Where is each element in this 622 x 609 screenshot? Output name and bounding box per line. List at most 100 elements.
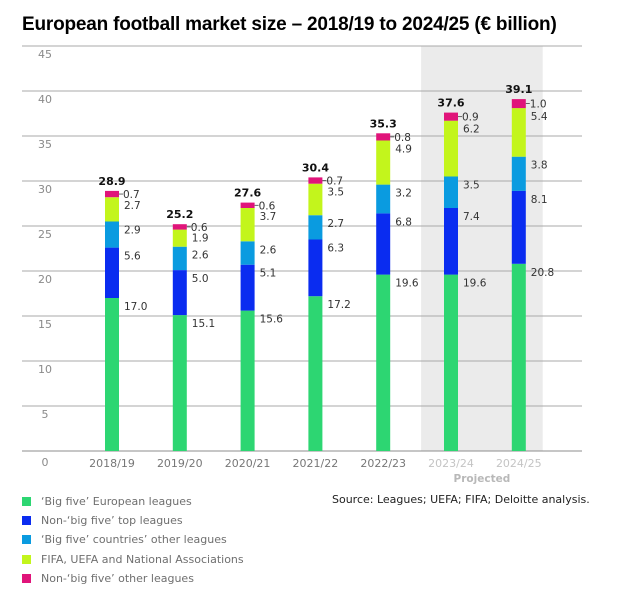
- segment-value-label: 2.7: [124, 200, 141, 212]
- segment-value-label: 6.8: [395, 216, 412, 228]
- bar-segment: [376, 184, 391, 214]
- total-value-label: 30.4: [302, 161, 329, 174]
- bar-segment: [105, 221, 119, 248]
- segment-value-label: 19.6: [463, 278, 487, 290]
- segment-value-label: 5.1: [260, 268, 277, 280]
- bar-segment: [240, 264, 255, 311]
- segment-value-label: 0.8: [394, 132, 411, 144]
- total-value-label: 25.2: [166, 208, 193, 221]
- total-value-label: 27.6: [234, 187, 261, 200]
- bar-segment: [172, 229, 187, 247]
- segment-value-label: 0.6: [191, 222, 208, 234]
- segment-value-label: 3.2: [395, 188, 412, 200]
- segment-value-label: 0.7: [123, 189, 140, 201]
- legend-swatch: [22, 554, 31, 564]
- segment-value-label: 17.2: [327, 299, 350, 311]
- y-tick-label: 0: [42, 456, 49, 469]
- segment-value-label: 6.2: [463, 124, 480, 136]
- segment-value-label: 5.4: [531, 111, 548, 123]
- y-tick-label: 10: [38, 363, 52, 376]
- bar-segment: [444, 120, 458, 177]
- bar-segment: [444, 176, 458, 208]
- legend: ‘Big five’ European leagues Non-‘big five…: [22, 492, 244, 588]
- bar-segment: [511, 263, 526, 451]
- source-note: Source: Leagues; UEFA; FIFA; Deloitte an…: [332, 493, 590, 506]
- segment-value-label: 1.9: [192, 233, 209, 245]
- y-tick-label: 15: [38, 318, 52, 331]
- bar-segment: [308, 239, 323, 297]
- bar-segment: [172, 246, 187, 271]
- segment-value-label: 3.5: [327, 187, 344, 199]
- bar-segment: [105, 197, 119, 222]
- bar-segment: [172, 270, 187, 316]
- y-tick-label: 40: [38, 93, 52, 106]
- legend-label: Non-‘big five’ top leagues: [41, 514, 183, 528]
- segment-value-label: 2.7: [327, 218, 344, 230]
- x-category-label: 2022/23: [360, 457, 406, 470]
- total-value-label: 39.1: [505, 83, 532, 96]
- bar-segment: [105, 190, 119, 198]
- legend-swatch: [22, 516, 31, 526]
- bar-segment: [511, 108, 526, 157]
- segment-value-label: 20.8: [531, 267, 554, 279]
- y-tick-label: 5: [42, 408, 49, 421]
- segment-value-label: 8.1: [531, 194, 548, 206]
- segment-value-label: 0.7: [326, 176, 343, 188]
- legend-swatch: [22, 497, 31, 507]
- bar-segment: [308, 215, 323, 240]
- segment-value-label: 15.6: [260, 314, 284, 326]
- x-category-label: 2019/20: [157, 457, 203, 470]
- bar-segment: [444, 112, 458, 121]
- legend-item: Non-‘big five’ top leagues: [22, 511, 244, 530]
- bar-segment: [376, 213, 391, 275]
- bar-segment: [172, 315, 187, 451]
- segment-value-label: 19.6: [395, 278, 419, 290]
- bar-segment: [308, 296, 323, 451]
- segment-value-label: 0.6: [259, 200, 276, 212]
- legend-swatch: [22, 573, 31, 583]
- legend-item: ‘Big five’ European leagues: [22, 492, 244, 511]
- bar-segment: [376, 133, 391, 141]
- total-value-label: 35.3: [370, 117, 397, 130]
- bar-segment: [240, 241, 255, 265]
- projected-label: Projected: [454, 473, 511, 485]
- y-tick-label: 45: [38, 48, 52, 61]
- segment-value-label: 2.9: [124, 225, 141, 237]
- bar-segment: [511, 190, 526, 264]
- bar-segment: [511, 156, 526, 191]
- segment-value-label: 6.3: [327, 243, 344, 255]
- segment-value-label: 2.6: [192, 250, 209, 262]
- legend-label: ‘Big five’ European leagues: [41, 495, 192, 509]
- x-category-label: 2020/21: [225, 457, 271, 470]
- bar-segment: [376, 274, 391, 451]
- bar-segment: [172, 224, 187, 230]
- x-category-label: 2018/19: [89, 457, 135, 470]
- segment-value-label: 3.5: [463, 180, 480, 192]
- segment-value-label: 2.6: [260, 244, 277, 256]
- y-tick-label: 25: [38, 228, 52, 241]
- x-category-label: 2021/22: [293, 457, 339, 470]
- segment-value-label: 7.4: [463, 211, 480, 223]
- segment-value-label: 1.0: [530, 99, 547, 111]
- bar-segment: [444, 208, 458, 275]
- legend-label: Non-‘big five’ other leagues: [41, 571, 194, 585]
- bar-segment: [105, 298, 119, 451]
- legend-item: ‘Big five’ countries’ other leagues: [22, 530, 244, 549]
- y-tick-label: 30: [38, 183, 52, 196]
- bar-segment: [308, 177, 323, 184]
- bar-segment: [240, 202, 255, 208]
- bar-segment: [240, 310, 255, 451]
- segment-value-label: 15.1: [192, 318, 215, 330]
- bar-segment: [308, 183, 323, 216]
- bar-segment: [511, 99, 526, 109]
- y-tick-label: 20: [38, 273, 52, 286]
- x-category-label: 2023/24: [428, 457, 474, 470]
- segment-value-label: 3.7: [260, 211, 277, 223]
- segment-value-label: 4.9: [395, 144, 412, 156]
- bar-segment: [444, 274, 458, 451]
- chart-title: European football market size – 2018/19 …: [22, 14, 557, 35]
- segment-value-label: 17.0: [124, 301, 147, 313]
- legend-label: ‘Big five’ countries’ other leagues: [41, 533, 227, 547]
- x-category-label: 2024/25: [496, 457, 542, 470]
